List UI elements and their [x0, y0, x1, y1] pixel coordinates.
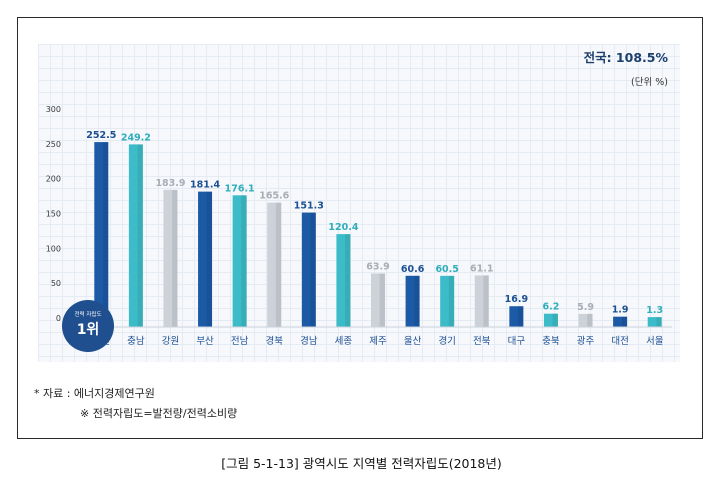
category-label: 경남 — [300, 335, 318, 347]
y-tick-label: 0 — [56, 314, 61, 323]
bar — [128, 144, 143, 327]
bar-shade — [137, 144, 143, 327]
bar-shade — [552, 313, 558, 327]
value-label: 252.5 — [86, 130, 116, 141]
y-tick-label: 300 — [46, 105, 61, 114]
bar — [94, 142, 109, 327]
value-label: 60.5 — [435, 264, 458, 275]
bar — [578, 313, 593, 327]
y-tick-label: 100 — [46, 244, 61, 253]
y-tick-label: 200 — [46, 175, 61, 184]
y-tick-label: 150 — [46, 210, 61, 219]
bar — [405, 275, 420, 327]
bar-shade — [172, 189, 178, 327]
bar — [198, 191, 213, 327]
value-label: 183.9 — [155, 178, 185, 189]
bar-shade — [275, 202, 282, 327]
bar-shade — [414, 275, 420, 327]
bar-shade — [310, 212, 316, 327]
category-label: 전남 — [231, 336, 249, 347]
value-label: 16.9 — [505, 294, 528, 305]
bar-shade — [656, 317, 662, 327]
source-note: * 자료 : 에너지경제연구원 — [34, 387, 155, 400]
bar-shade — [518, 306, 524, 327]
bar — [301, 212, 316, 327]
y-tick-label: 50 — [51, 279, 61, 288]
bar — [267, 202, 282, 327]
bar-shade — [379, 273, 385, 327]
value-label: 63.9 — [366, 261, 389, 272]
category-label: 세종 — [335, 336, 353, 347]
bar — [371, 273, 385, 327]
value-label: 61.1 — [470, 263, 493, 274]
bar-shade — [345, 234, 351, 327]
category-label: 울산 — [404, 336, 422, 347]
category-label: 제주 — [369, 336, 387, 347]
category-label: 대전 — [611, 336, 628, 347]
bar — [474, 275, 489, 327]
bar — [543, 313, 558, 327]
rank-badge-caption: 전력 자립도 — [74, 312, 102, 318]
category-label: 충남 — [127, 336, 145, 347]
bar-shade — [621, 316, 628, 327]
plot-background — [38, 44, 680, 362]
category-label: 경북 — [265, 335, 283, 347]
definition-note: ※ 전력자립도=발전량/전력소비량 — [80, 407, 238, 420]
value-label: 181.4 — [190, 180, 220, 191]
value-label: 1.3 — [646, 305, 663, 316]
value-label: 176.1 — [225, 183, 255, 194]
bar-shade — [102, 142, 109, 327]
unit-label: (단위 %) — [631, 77, 668, 88]
category-label: 전북 — [473, 336, 491, 347]
value-label: 5.9 — [577, 302, 594, 313]
value-label: 120.4 — [328, 222, 358, 233]
category-label: 부산 — [196, 336, 214, 347]
bar-shade — [448, 275, 455, 327]
rank-badge: 전력 자립도 1위 — [62, 300, 114, 352]
value-label: 165.6 — [259, 191, 289, 202]
bar — [647, 317, 662, 327]
bar — [163, 189, 178, 327]
bar-shade — [587, 313, 593, 327]
y-tick-label: 250 — [46, 140, 61, 149]
bar — [613, 316, 628, 327]
value-label: 1.9 — [612, 305, 629, 316]
national-average-label: 전국: 108.5% — [583, 50, 668, 65]
value-label: 249.2 — [121, 132, 151, 143]
category-label: 강원 — [162, 336, 179, 347]
category-label: 대구 — [508, 336, 526, 347]
bar — [232, 195, 247, 327]
category-label: 서울 — [646, 336, 664, 347]
bar-shade — [206, 191, 213, 327]
rank-badge-rank: 1위 — [76, 322, 100, 338]
category-label: 광주 — [577, 335, 595, 347]
bar — [440, 275, 455, 327]
bar-shade — [241, 195, 247, 327]
bar-shade — [483, 275, 489, 327]
bar — [509, 306, 524, 327]
bar — [336, 234, 351, 327]
category-label: 경기 — [438, 335, 455, 347]
value-label: 60.6 — [401, 264, 425, 275]
value-label: 151.3 — [294, 201, 324, 212]
figure-caption: [그림 5-1-13] 광역시도 지역별 전력자립도(2018년) — [221, 456, 502, 471]
category-label: 충북 — [542, 336, 560, 347]
value-label: 6.2 — [543, 302, 560, 313]
